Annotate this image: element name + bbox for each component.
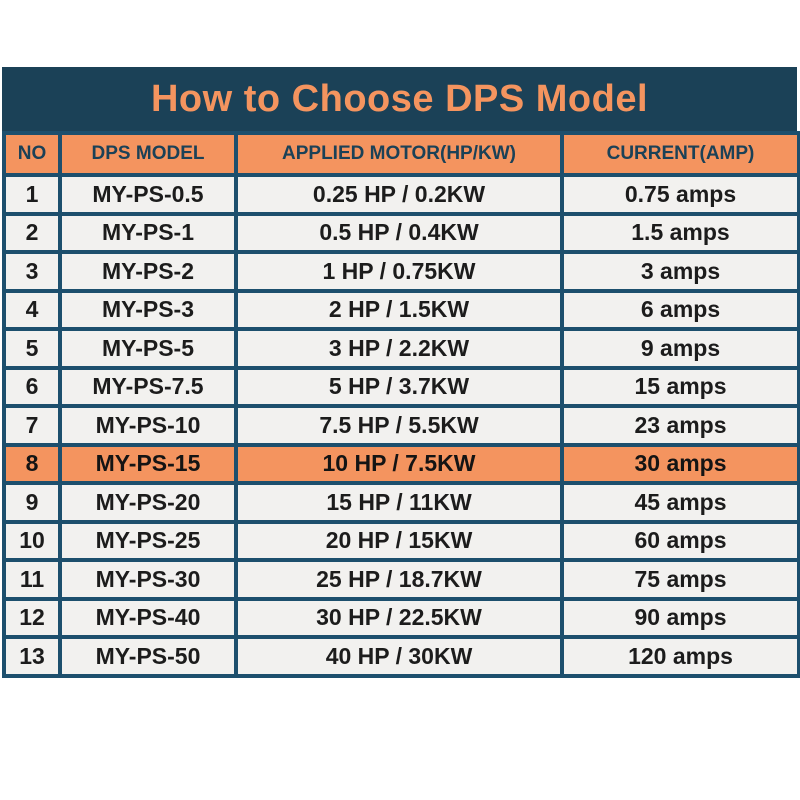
cell-current: 6 amps [560,288,800,331]
cell-current: 9 amps [560,327,800,370]
cell-no: 5 [2,327,62,370]
table-row: 6 MY-PS-7.5 5 HP / 3.7KW 15 amps [2,365,800,408]
cell-no: 12 [2,596,62,639]
cell-model: MY-PS-30 [58,558,238,601]
table-row: 11 MY-PS-30 25 HP / 18.7KW 75 amps [2,558,800,601]
cell-current: 0.75 amps [560,173,800,216]
dps-model-table-panel: How to Choose DPS Model NO DPS MODEL APP… [2,67,800,678]
cell-motor: 1 HP / 0.75KW [234,250,564,293]
cell-current: 60 amps [560,519,800,562]
cell-motor: 5 HP / 3.7KW [234,365,564,408]
cell-motor: 0.25 HP / 0.2KW [234,173,564,216]
cell-model: MY-PS-7.5 [58,365,238,408]
cell-motor: 7.5 HP / 5.5KW [234,404,564,447]
cell-motor: 15 HP / 11KW [234,481,564,524]
cell-model: MY-PS-0.5 [58,173,238,216]
table-row: 12 MY-PS-40 30 HP / 22.5KW 90 amps [2,596,800,639]
cell-model: MY-PS-40 [58,596,238,639]
table-row: 3 MY-PS-2 1 HP / 0.75KW 3 amps [2,250,800,293]
cell-no: 3 [2,250,62,293]
cell-model: MY-PS-10 [58,404,238,447]
column-header-no: NO [2,131,62,177]
cell-model: MY-PS-50 [58,635,238,678]
cell-model: MY-PS-3 [58,288,238,331]
cell-model: MY-PS-1 [58,211,238,254]
title-band: How to Choose DPS Model [2,67,797,131]
column-header-current: CURRENT(AMP) [560,131,800,177]
cell-motor: 3 HP / 2.2KW [234,327,564,370]
cell-motor: 0.5 HP / 0.4KW [234,211,564,254]
cell-no: 9 [2,481,62,524]
cell-current: 120 amps [560,635,800,678]
cell-no: 4 [2,288,62,331]
table-row: 4 MY-PS-3 2 HP / 1.5KW 6 amps [2,288,800,331]
cell-current: 23 amps [560,404,800,447]
cell-current: 3 amps [560,250,800,293]
dps-model-table: NO DPS MODEL APPLIED MOTOR(HP/KW) CURREN… [2,131,800,678]
column-header-applied-motor: APPLIED MOTOR(HP/KW) [234,131,564,177]
cell-model: MY-PS-20 [58,481,238,524]
cell-no: 13 [2,635,62,678]
cell-motor: 25 HP / 18.7KW [234,558,564,601]
table-row: 1 MY-PS-0.5 0.25 HP / 0.2KW 0.75 amps [2,173,800,216]
cell-motor: 10 HP / 7.5KW [234,442,564,485]
table-row: 9 MY-PS-20 15 HP / 11KW 45 amps [2,481,800,524]
cell-no: 10 [2,519,62,562]
page-title: How to Choose DPS Model [150,77,649,120]
cell-current: 45 amps [560,481,800,524]
cell-motor: 40 HP / 30KW [234,635,564,678]
cell-current: 90 amps [560,596,800,639]
cell-motor: 30 HP / 22.5KW [234,596,564,639]
cell-model: MY-PS-25 [58,519,238,562]
cell-model: MY-PS-15 [58,442,238,485]
cell-no: 1 [2,173,62,216]
table-row: 2 MY-PS-1 0.5 HP / 0.4KW 1.5 amps [2,211,800,254]
table-row: 10 MY-PS-25 20 HP / 15KW 60 amps [2,519,800,562]
table-row-highlighted: 8 MY-PS-15 10 HP / 7.5KW 30 amps [2,442,800,485]
cell-current: 75 amps [560,558,800,601]
cell-motor: 2 HP / 1.5KW [234,288,564,331]
cell-model: MY-PS-5 [58,327,238,370]
cell-no: 11 [2,558,62,601]
table-header-row: NO DPS MODEL APPLIED MOTOR(HP/KW) CURREN… [2,131,800,177]
table-row: 13 MY-PS-50 40 HP / 30KW 120 amps [2,635,800,678]
table-row: 7 MY-PS-10 7.5 HP / 5.5KW 23 amps [2,404,800,447]
cell-current: 30 amps [560,442,800,485]
column-header-dps-model: DPS MODEL [58,131,238,177]
cell-current: 15 amps [560,365,800,408]
cell-no: 2 [2,211,62,254]
cell-no: 7 [2,404,62,447]
table-row: 5 MY-PS-5 3 HP / 2.2KW 9 amps [2,327,800,370]
cell-model: MY-PS-2 [58,250,238,293]
cell-current: 1.5 amps [560,211,800,254]
cell-motor: 20 HP / 15KW [234,519,564,562]
cell-no: 6 [2,365,62,408]
cell-no: 8 [2,442,62,485]
